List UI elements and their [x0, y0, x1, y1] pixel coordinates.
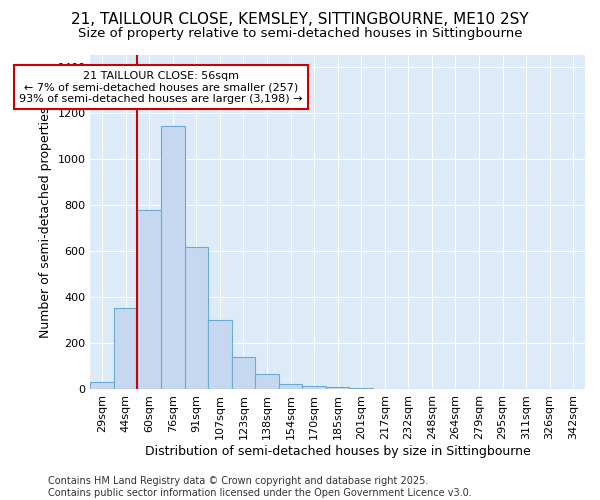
Bar [208, 320, 232, 389]
Bar [114, 308, 137, 389]
X-axis label: Distribution of semi-detached houses by size in Sittingbourne: Distribution of semi-detached houses by … [145, 444, 530, 458]
Text: Size of property relative to semi-detached houses in Sittingbourne: Size of property relative to semi-detach… [78, 28, 522, 40]
Bar [349, 388, 373, 389]
Y-axis label: Number of semi-detached properties: Number of semi-detached properties [39, 106, 52, 338]
Bar [255, 374, 279, 389]
Bar [137, 210, 161, 389]
Bar [161, 126, 185, 389]
Bar [302, 386, 326, 389]
Bar [91, 382, 114, 389]
Text: 21, TAILLOUR CLOSE, KEMSLEY, SITTINGBOURNE, ME10 2SY: 21, TAILLOUR CLOSE, KEMSLEY, SITTINGBOUR… [71, 12, 529, 28]
Text: 21 TAILLOUR CLOSE: 56sqm
← 7% of semi-detached houses are smaller (257)
93% of s: 21 TAILLOUR CLOSE: 56sqm ← 7% of semi-de… [19, 70, 303, 104]
Bar [185, 248, 208, 389]
Text: Contains HM Land Registry data © Crown copyright and database right 2025.
Contai: Contains HM Land Registry data © Crown c… [48, 476, 472, 498]
Bar [232, 356, 255, 389]
Bar [279, 384, 302, 389]
Bar [326, 386, 349, 389]
